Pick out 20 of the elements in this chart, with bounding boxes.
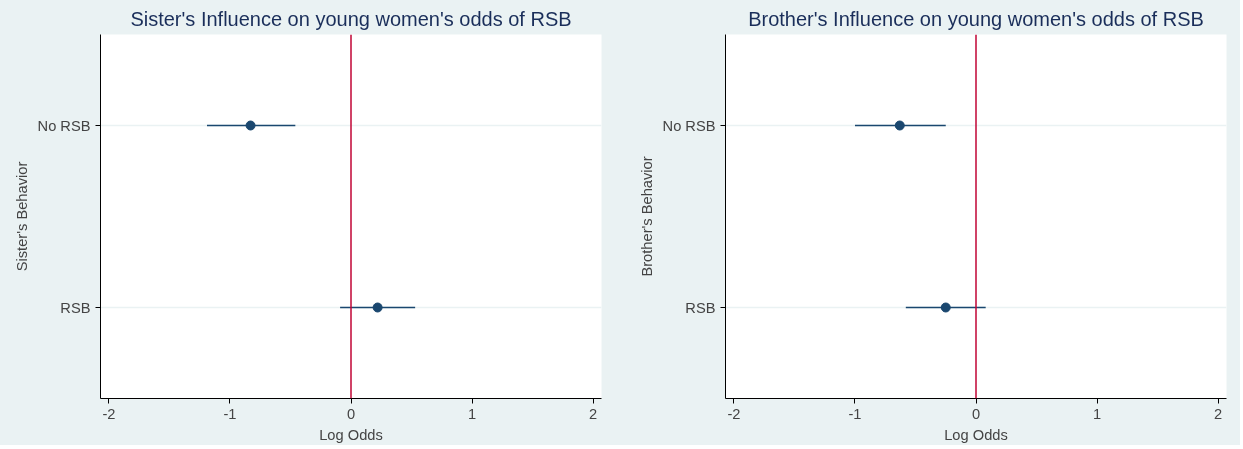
y-tick-label: No RSB	[662, 117, 716, 134]
x-tick-label: -2	[102, 405, 116, 422]
x-tick-label: 1	[467, 405, 477, 422]
y-tick-label: No RSB	[37, 117, 91, 134]
chart-title: Brother's Influence on young women's odds of RSB	[748, 7, 1204, 30]
x-tick-label: -1	[223, 405, 237, 422]
y-axis-title: Brother's Behavior	[638, 156, 655, 277]
x-tick-label: 2	[588, 405, 598, 422]
x-tick-label: 0	[346, 405, 356, 422]
chart-title: Sister's Influence on young women's odds of RSB	[130, 7, 572, 30]
y-tick-label: RSB	[685, 299, 716, 316]
x-axis-title: Log Odds	[319, 426, 383, 443]
x-tick-label: 0	[971, 405, 981, 422]
x-tick-label: 1	[1092, 405, 1102, 422]
x-axis-title: Log Odds	[944, 426, 1008, 443]
x-tick-label: -2	[727, 405, 741, 422]
y-tick-label: RSB	[60, 299, 91, 316]
y-axis-title: Sister's Behavior	[13, 161, 30, 272]
x-tick-label: -1	[848, 405, 862, 422]
x-tick-label: 2	[1213, 405, 1223, 422]
